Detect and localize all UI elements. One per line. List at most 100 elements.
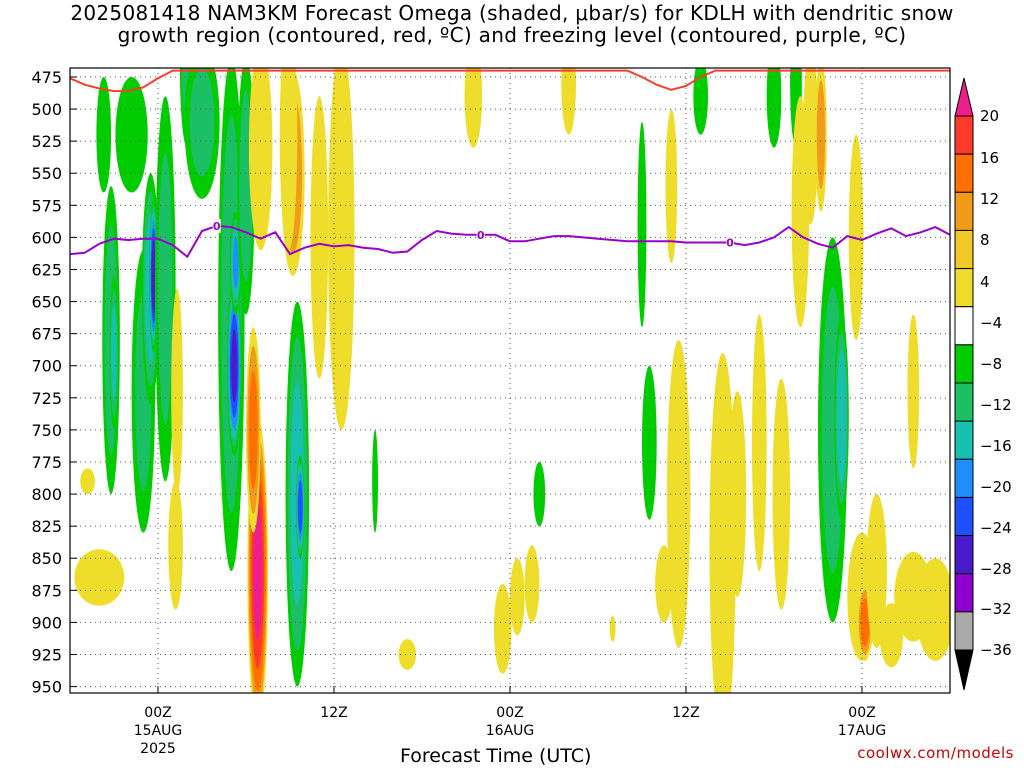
x-tick-date: 17AUG [838, 723, 887, 739]
colorbar-label: −8 [980, 355, 1002, 373]
omega-cell [561, 68, 576, 135]
dgz-line [70, 69, 950, 93]
omega-cell [693, 68, 708, 135]
omega-cell [151, 238, 156, 313]
chart-title-line1: 2025081418 NAM3KM Forecast Omega (shaded… [70, 1, 954, 25]
x-axis: 00Z 15AUG 2025 12Z 00Z 16AUG 12Z 00Z 17AUG [134, 686, 887, 757]
colorbar-box [954, 573, 974, 613]
omega-cell [609, 615, 616, 642]
x-tick-label: 00Z [848, 705, 875, 721]
x-tick-year: 2025 [140, 741, 176, 757]
omega-cell [752, 314, 767, 572]
freezing-label-bg [212, 218, 221, 233]
omega-cell [115, 76, 148, 193]
colorbar-box [954, 611, 974, 651]
omega-cell [766, 68, 782, 148]
y-tick-label: 750 [31, 421, 62, 440]
dgz-contour [70, 69, 950, 93]
freezing-level-label: 0 [477, 229, 485, 242]
y-tick-label: 900 [31, 613, 62, 632]
y-tick-label: 950 [31, 678, 62, 697]
freezing-level-line [70, 224, 950, 259]
omega-cell [866, 494, 887, 649]
colorbar-label: −20 [980, 478, 1012, 496]
colorbar-box [954, 229, 974, 270]
y-tick-label: 650 [31, 293, 62, 312]
colorbar-box [954, 535, 974, 575]
omega-cell [232, 237, 239, 289]
freezing-level-contour: 0 0 0 [70, 218, 950, 259]
x-tick-label: 12Z [320, 705, 347, 721]
x-tick-date: 16AUG [486, 723, 535, 739]
freezing-label-bg [726, 235, 734, 250]
omega-cell [836, 349, 847, 485]
omega-cell [398, 639, 417, 670]
omega-cell [728, 391, 747, 597]
omega-shading [74, 68, 950, 693]
omega-cell [231, 329, 238, 403]
omega-cell [533, 461, 546, 527]
y-tick-label: 925 [31, 645, 62, 664]
y-tick-label: 550 [31, 164, 62, 183]
y-tick-label: 500 [31, 100, 62, 119]
omega-cell [709, 352, 736, 693]
y-tick-label: 725 [31, 389, 62, 408]
colorbar-label: −32 [980, 600, 1012, 618]
omega-cell [248, 68, 273, 251]
omega-cell [96, 76, 112, 193]
omega-cell [253, 502, 263, 640]
omega-cell [279, 68, 298, 251]
colorbar-label: 8 [980, 231, 990, 249]
freezing-level-label: 0 [726, 237, 734, 250]
colorbar-box [954, 420, 974, 460]
omega-cell [642, 365, 657, 520]
y-tick-label: 575 [31, 196, 62, 215]
omega-cell [464, 68, 483, 148]
omega-cell [665, 109, 678, 264]
omega-cell [493, 583, 512, 674]
x-tick-label: 00Z [144, 705, 171, 721]
omega-cell [297, 480, 303, 534]
y-tick-label: 850 [31, 549, 62, 568]
omega-cell [848, 134, 864, 341]
colorbar-box [954, 191, 974, 231]
colorbar-label: −24 [980, 519, 1012, 537]
colorbar-box [954, 115, 974, 155]
omega-cell [524, 545, 540, 623]
chart-title: 2025081418 NAM3KM Forecast Omega (shaded… [0, 2, 1024, 46]
omega-cell [803, 68, 818, 225]
credit-text: coolwx.com/models [857, 744, 1014, 762]
y-tick-label: 675 [31, 325, 62, 344]
colorbar-box [954, 496, 974, 537]
y-tick-label: 625 [31, 260, 62, 279]
colorbar-box [954, 382, 974, 422]
x-tick-date: 15AUG [134, 723, 183, 739]
colorbar-box [954, 344, 974, 384]
omega-cell [916, 558, 950, 661]
colorbar-box [954, 153, 974, 193]
colorbar-box [954, 268, 974, 308]
omega-cell [111, 305, 117, 401]
y-tick-label: 475 [31, 68, 62, 87]
omega-cell [189, 68, 215, 177]
omega-cell [816, 80, 826, 190]
omega-cell [666, 340, 691, 649]
omega-cell [80, 468, 95, 495]
chart-title-line2: growth region (contoured, red, ºC) and f… [117, 23, 907, 47]
colorbar-top-arrow [954, 77, 974, 117]
omega-cell [249, 370, 258, 490]
omega-cell [168, 481, 183, 610]
omega-cell [907, 314, 920, 469]
omega-cell [158, 152, 173, 425]
colorbar-label: −36 [980, 641, 1012, 659]
y-tick-label: 775 [31, 453, 62, 472]
colorbar-label: −12 [980, 396, 1012, 414]
omega-cell [328, 68, 355, 430]
x-tick-label: 12Z [672, 705, 699, 721]
y-axis: 475 500 525 550 575 600 625 650 675 700 725 750 775 8… [31, 68, 77, 697]
omega-cell [171, 288, 183, 495]
colorbar: 20 16 12 8 4 −4 −8 −12 −16 −20 −24 −28 −32 −36 [954, 77, 1012, 691]
grid-lines [70, 68, 950, 693]
colorbar-label: −28 [980, 560, 1012, 578]
